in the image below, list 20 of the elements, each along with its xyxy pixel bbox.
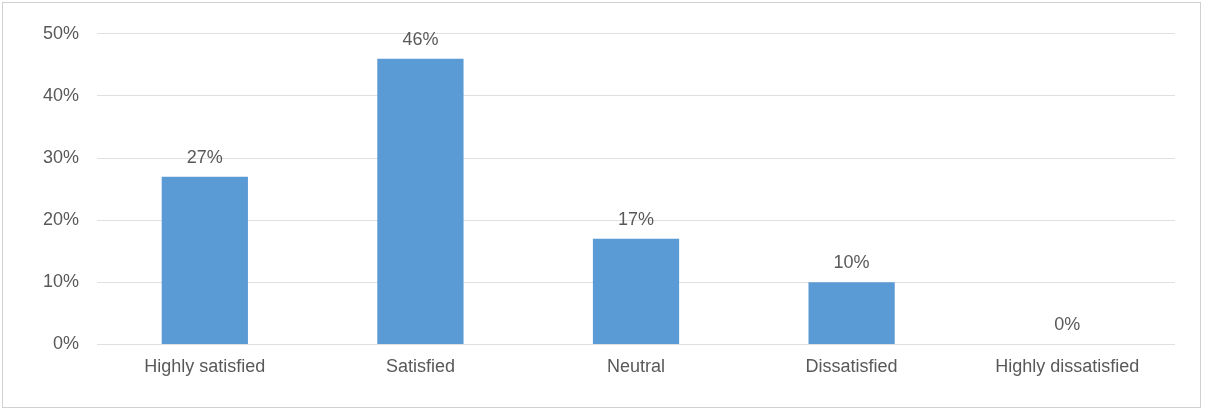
y-tick-label: 30% [43, 147, 80, 168]
data-label: 10% [833, 252, 870, 273]
x-tick-label: Highly satisfied [144, 356, 266, 377]
data-label: 0% [1054, 314, 1081, 335]
bar [161, 176, 248, 344]
data-label: 46% [402, 28, 439, 49]
data-label: 17% [618, 208, 655, 229]
bar [808, 282, 895, 344]
y-tick-label: 10% [43, 271, 80, 292]
x-tick-label: Dissatisfied [805, 356, 898, 377]
y-tick-label: 50% [43, 22, 80, 43]
y-tick-label: 0% [53, 333, 80, 354]
y-tick-label: 20% [43, 209, 80, 230]
y-tick-label: 40% [43, 84, 80, 105]
data-label: 27% [186, 146, 223, 167]
x-tick-label: Satisfied [385, 356, 455, 377]
bar [377, 58, 464, 344]
bar [592, 238, 680, 344]
x-tick-label: Highly dissatisfied [995, 356, 1140, 377]
x-tick-label: Neutral [607, 356, 666, 377]
